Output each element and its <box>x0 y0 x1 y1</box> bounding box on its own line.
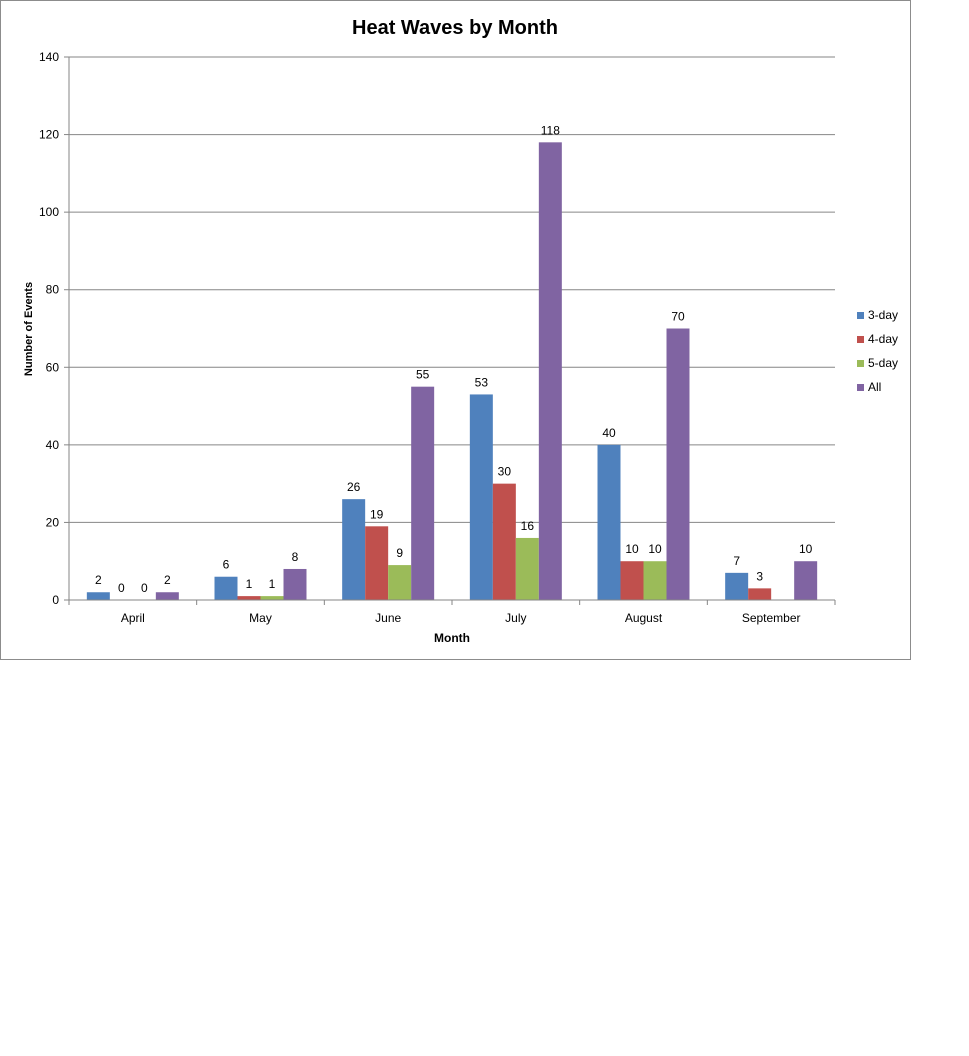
bar-all-august <box>666 328 690 600</box>
legend-label: 4-day <box>868 332 898 346</box>
data-label: 19 <box>370 507 384 521</box>
bar-3-day-august <box>597 444 621 600</box>
bar-5-day-june <box>388 565 412 600</box>
legend-swatch-3-day <box>857 312 864 319</box>
data-label: 7 <box>733 554 740 568</box>
data-label: 16 <box>521 519 535 533</box>
legend-swatch-5-day <box>857 360 864 367</box>
data-label: 8 <box>292 550 299 564</box>
data-label: 40 <box>602 426 616 440</box>
data-label: 53 <box>475 375 489 389</box>
x-tick-label: September <box>742 611 801 625</box>
x-tick-label: August <box>625 611 663 625</box>
bar-5-day-may <box>260 596 284 600</box>
data-label: 1 <box>269 577 276 591</box>
data-label: 0 <box>118 581 125 595</box>
bar-4-day-june <box>365 526 389 600</box>
x-axis-title: Month <box>434 631 470 645</box>
legend-label: 5-day <box>868 356 898 370</box>
bar-3-day-september <box>725 572 749 600</box>
chart-title: Heat Waves by Month <box>352 17 558 39</box>
x-tick-label: April <box>121 611 145 625</box>
bar-5-day-august <box>643 561 667 600</box>
data-label: 118 <box>541 123 560 137</box>
bar-4-day-august <box>620 561 644 600</box>
bar-3-day-june <box>342 499 366 600</box>
data-label: 1 <box>246 577 253 591</box>
chart-frame: Heat Waves by Month 2 6 26 53 40 7 0 1 19 30 10 3 0 1… <box>0 0 911 660</box>
y-tick-label: 0 <box>52 593 59 607</box>
data-label: 55 <box>416 368 430 382</box>
y-tick-label: 80 <box>46 283 60 297</box>
y-tick-label: 140 <box>39 50 59 64</box>
data-label: 2 <box>95 573 102 587</box>
bar-5-day-july <box>515 537 539 600</box>
data-label: 70 <box>671 310 685 324</box>
x-tick-label: July <box>505 611 526 625</box>
bar-all-june <box>411 386 435 600</box>
data-label: 10 <box>648 542 662 556</box>
data-label: 26 <box>347 480 361 494</box>
bar-3-day-july <box>469 394 493 600</box>
data-label: 10 <box>625 542 639 556</box>
gridlines <box>69 56 835 523</box>
bar-3-day-april <box>86 592 110 600</box>
data-label: 2 <box>164 573 171 587</box>
y-tick-label: 100 <box>39 205 59 219</box>
data-label: 30 <box>498 465 512 479</box>
y-axis-title: Number of Events <box>23 282 35 376</box>
bar-all-september <box>794 561 818 600</box>
data-label: 0 <box>141 581 148 595</box>
bar-all-april <box>155 592 179 600</box>
bar-4-day-may <box>237 596 261 600</box>
legend-swatch-all <box>857 384 864 391</box>
legend-label: All <box>868 380 881 394</box>
bar-all-july <box>538 142 562 601</box>
data-label: 6 <box>223 558 230 572</box>
y-tick-label: 40 <box>46 438 60 452</box>
data-label: 9 <box>396 546 403 560</box>
y-tick-label: 20 <box>46 515 60 529</box>
bar-4-day-july <box>492 483 516 600</box>
y-tick-label: 120 <box>39 128 59 142</box>
data-label: 10 <box>799 542 813 556</box>
legend-label: 3-day <box>868 308 898 322</box>
bar-all-may <box>283 568 307 600</box>
bars <box>86 142 818 601</box>
bar-4-day-september <box>748 588 772 600</box>
x-tick-label: June <box>375 611 401 625</box>
legend-swatch-4-day <box>857 336 864 343</box>
y-tick-label: 60 <box>46 360 60 374</box>
legend: 3-day 4-day 5-day All <box>857 308 898 394</box>
x-tick-label: May <box>249 611 272 625</box>
data-label: 3 <box>756 569 763 583</box>
bar-3-day-may <box>214 576 238 600</box>
